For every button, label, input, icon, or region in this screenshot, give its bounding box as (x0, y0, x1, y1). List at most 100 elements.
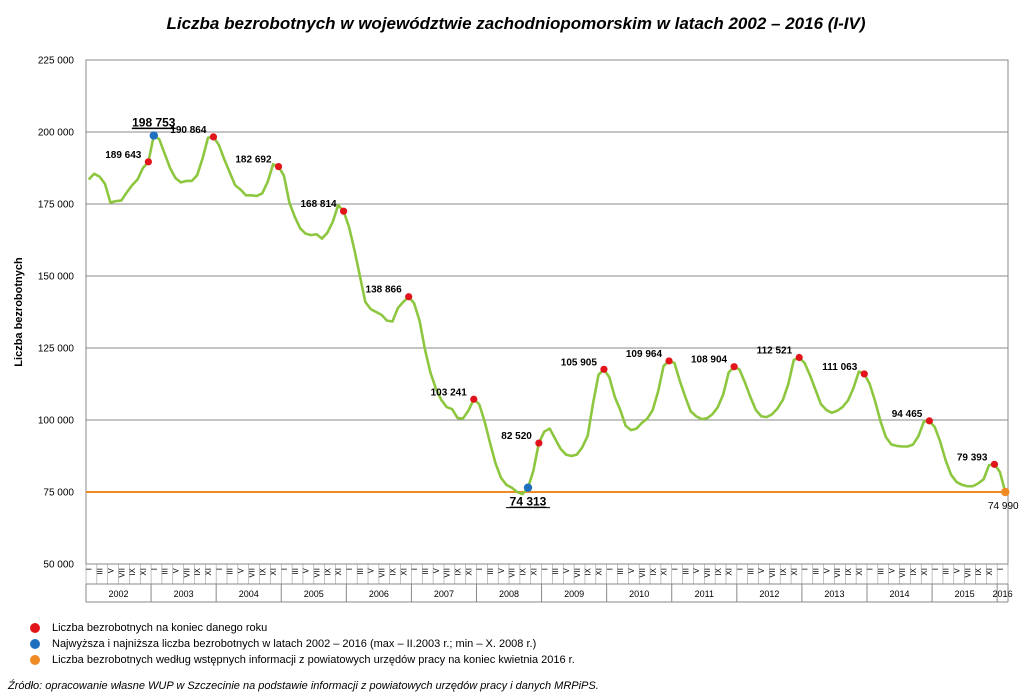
data-label: 138 866 (366, 285, 403, 296)
x-tick-label: I (801, 568, 810, 570)
y-tick-label: 100 000 (38, 416, 75, 427)
x-tick-label: XI (985, 568, 994, 576)
year_end-marker (535, 439, 543, 447)
x-tick-label: XI (595, 568, 604, 576)
plot-area (85, 59, 1009, 565)
extreme-label: 74 313 (510, 495, 547, 509)
year_end-marker (144, 158, 152, 166)
legend-label: Najwyższa i najniższa liczba bezrobotnyc… (52, 638, 537, 650)
legend-entry-year-end: Liczba bezrobotnych na koniec danego rok… (30, 620, 575, 636)
x-tick-label: VII (247, 568, 256, 578)
x-tick-label: VII (443, 568, 452, 578)
extreme-label: 198 753 (132, 116, 176, 130)
line-chart: 50 000 75 000 100 000 125 000 150 000 175 000… (13, 56, 1019, 603)
x-tick-label: III (877, 568, 886, 575)
x-tick-label: I (345, 568, 354, 570)
data-label: 182 692 (235, 155, 272, 166)
year-label: 2014 (890, 589, 910, 599)
x-tick-label: V (367, 567, 376, 573)
x-tick-label: VII (703, 568, 712, 578)
x-tick-label: V (432, 567, 441, 573)
x-tick-label: V (302, 567, 311, 573)
data-label: 94 465 (892, 409, 923, 420)
year_end-marker (470, 395, 478, 403)
year_end-marker (925, 417, 933, 425)
source-note: Źródło: opracowanie własne WUP w Szczeci… (8, 680, 599, 692)
year-label: 2013 (824, 589, 844, 599)
x-tick-label: IX (258, 567, 267, 575)
x-tick-label: III (746, 568, 755, 575)
data-label: 112 521 (757, 346, 793, 357)
data-label: 190 864 (170, 125, 207, 136)
year_end-marker (405, 293, 413, 301)
x-tick-label: III (96, 568, 105, 575)
red-dot-icon (30, 623, 40, 633)
x-tick-label: V (822, 567, 831, 573)
x-tick-label: I (475, 568, 484, 570)
extreme-marker (149, 131, 158, 140)
year_end-marker (795, 353, 803, 362)
x-tick-label: IX (909, 567, 918, 575)
orange-dot-icon (30, 655, 40, 665)
year_end-marker (600, 365, 608, 373)
year-label: 2008 (499, 589, 519, 599)
data-label: 105 905 (561, 357, 598, 368)
x-tick-label: VII (898, 568, 907, 578)
series-line (87, 134, 1007, 496)
x-tick-label: IX (388, 567, 397, 575)
data-label: 82 520 (501, 431, 532, 442)
x-tick-label: XI (334, 568, 343, 576)
x-tick-label: III (161, 568, 170, 575)
current-label: 74 990 (988, 501, 1019, 512)
x-tick-label: IX (844, 567, 853, 575)
data-label: 108 904 (691, 355, 728, 366)
x-tick-label: III (356, 568, 365, 575)
y-tick-label: 150 000 (38, 272, 75, 283)
x-tick-label: VII (508, 568, 517, 578)
current-marker (1001, 487, 1010, 497)
x-tick-label: VII (963, 568, 972, 578)
x-tick-label: III (616, 568, 625, 575)
x-tick-label: VII (182, 568, 191, 578)
data-label: 79 393 (957, 452, 988, 463)
data-label: 109 964 (626, 349, 663, 360)
chart-title: Liczba bezrobotnych w województwie zacho… (166, 14, 866, 33)
y-tick-label: 75 000 (43, 488, 74, 499)
x-tick-label: I (866, 568, 875, 570)
year-label: 2007 (434, 589, 454, 599)
data-label: 189 643 (105, 150, 142, 161)
x-tick-label: XI (529, 568, 538, 576)
x-tick-label: IX (128, 567, 137, 575)
x-tick-label: XI (399, 568, 408, 576)
x-tick-label: I (931, 568, 940, 570)
x-tick-label: XI (855, 568, 864, 576)
year-label: 2011 (695, 589, 714, 599)
x-tick-label: I (736, 568, 745, 570)
x-tick-label: VII (573, 568, 582, 578)
x-tick-label: III (291, 568, 300, 575)
year-label: 2016 (993, 589, 1013, 599)
x-tick-label: XI (269, 568, 278, 576)
x-tick-label: IX (519, 567, 528, 575)
x-tick-label: I (410, 568, 419, 570)
x-tick-label: V (171, 567, 180, 573)
x-tick-label: VII (638, 568, 647, 578)
x-tick-label: IX (323, 567, 332, 575)
legend: Liczba bezrobotnych na koniec danego rok… (30, 620, 575, 668)
y-tick-label: 225 000 (38, 56, 75, 67)
year-label: 2002 (109, 589, 129, 599)
data-label: 103 241 (431, 387, 468, 398)
x-tick-label: III (486, 568, 495, 575)
x-tick-label: I (280, 568, 289, 570)
x-tick-label: XI (790, 568, 799, 576)
x-tick-label: IX (193, 567, 202, 575)
blue-dot-icon (30, 639, 40, 649)
x-tick-label: V (692, 567, 701, 573)
x-tick-label: V (237, 567, 246, 573)
x-tick-label: III (942, 568, 951, 575)
y-tick-label: 175 000 (38, 200, 75, 211)
data-label: 168 814 (300, 199, 337, 210)
year-label: 2015 (955, 589, 975, 599)
x-tick-label: III (551, 568, 560, 575)
x-tick-label: I (605, 568, 614, 570)
